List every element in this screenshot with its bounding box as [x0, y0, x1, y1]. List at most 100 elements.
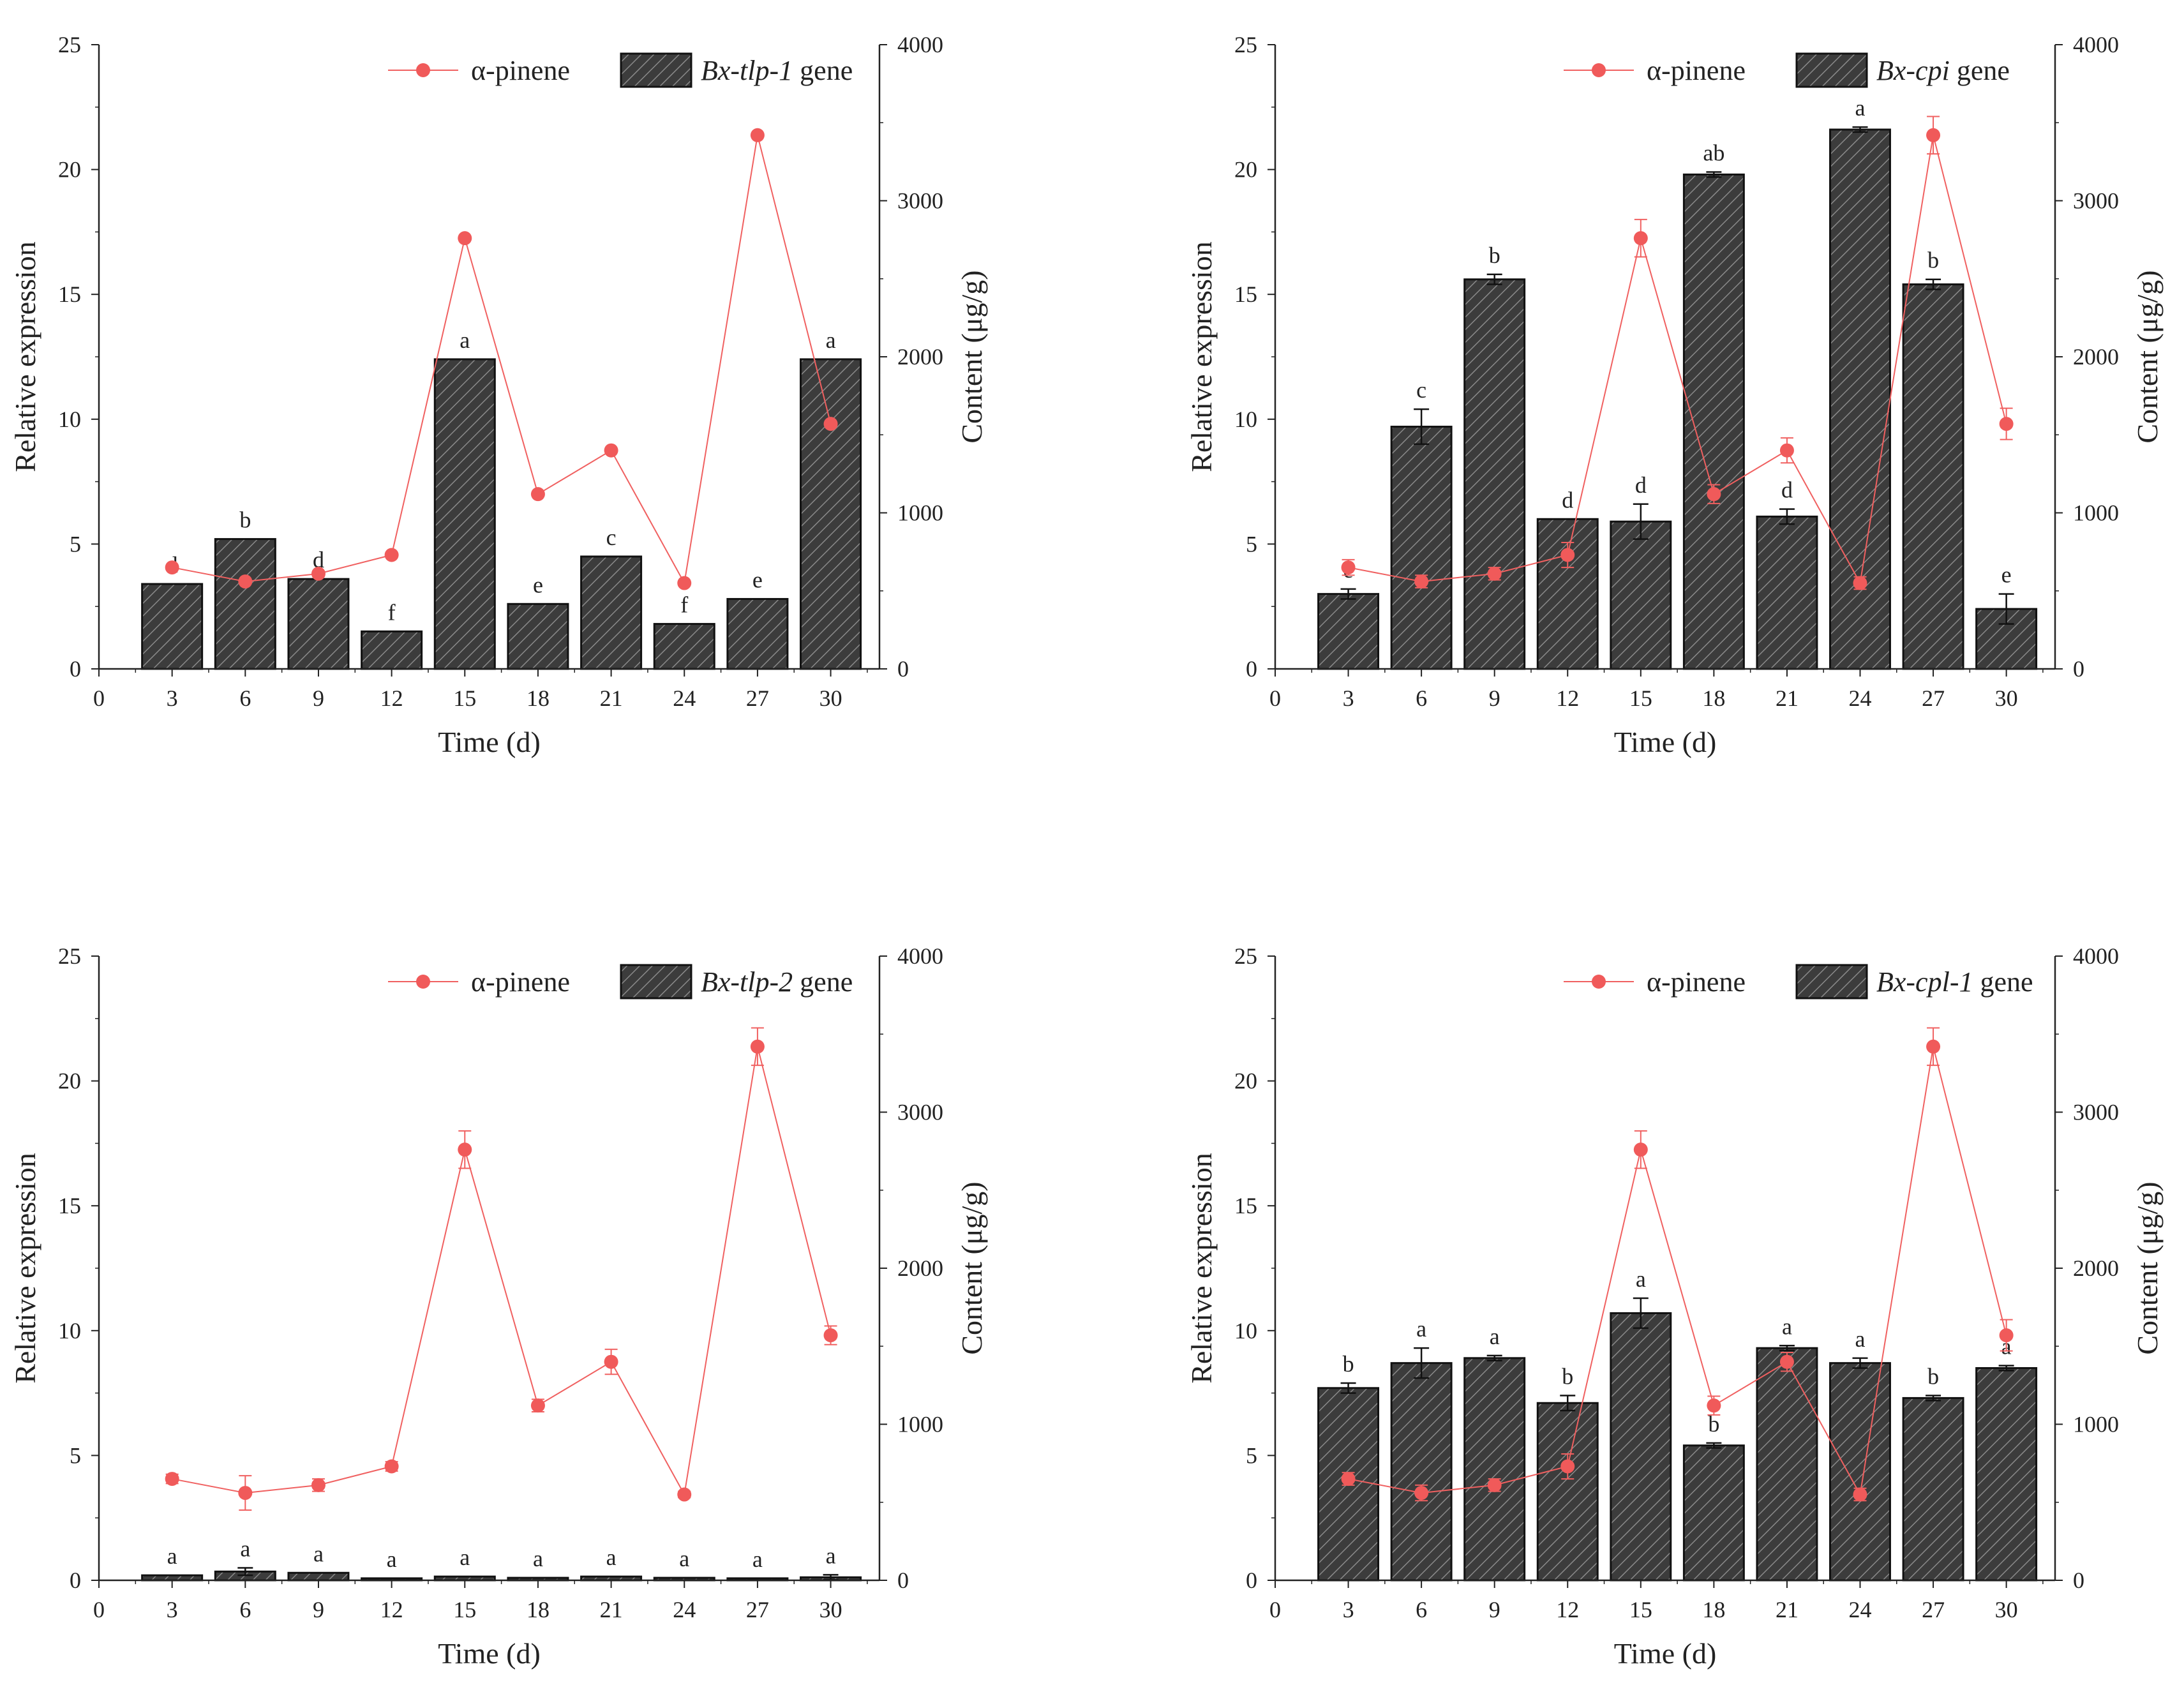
alpha-pinene-point [1707, 1398, 1721, 1413]
legend-gene-suffix: gene [1973, 966, 2033, 998]
y-tick-label: 5 [1246, 1442, 1257, 1468]
legend-line-label: α-pinene [1647, 966, 1746, 998]
alpha-pinene-point [530, 487, 545, 502]
significance-label: c [1416, 377, 1426, 403]
bar [214, 538, 276, 670]
alpha-pinene-point [1926, 1039, 1941, 1054]
x-tick-label: 9 [313, 1597, 324, 1622]
bar [1902, 1396, 1964, 1582]
legend: α-pinene Bx-cpl-1 gene [1564, 964, 2033, 999]
legend: α-pinene Bx-tlp-1 gene [388, 52, 853, 88]
significance-label: a [387, 1546, 397, 1572]
y2-tick-label: 2000 [2073, 1255, 2119, 1281]
bar [1317, 593, 1380, 670]
alpha-pinene-point [1560, 548, 1575, 562]
alpha-pinene-point [384, 548, 399, 562]
y2-tick-label: 1000 [2073, 1412, 2119, 1437]
alpha-pinene-point [750, 128, 765, 142]
y2-tick-label: 4000 [897, 32, 943, 57]
y-tick-label: 5 [70, 1442, 81, 1468]
legend-gene-suffix: gene [1950, 55, 2010, 86]
chart-panel-top-left: dbdfaecfea036912151821242730051015202501… [9, 32, 988, 758]
y2-axis-title: Content (μg/g) [955, 270, 988, 443]
bar [1390, 1362, 1453, 1582]
significance-label: f [388, 599, 396, 625]
y2-tick-label: 1000 [897, 1412, 943, 1437]
legend-bar-swatch [1795, 52, 1868, 88]
y-axis-title: Relative expression [9, 1153, 41, 1384]
y2-tick-label: 3000 [897, 188, 943, 214]
alpha-pinene-point [677, 1487, 692, 1502]
bar [507, 603, 569, 670]
significance-label: a [1490, 1324, 1500, 1349]
alpha-pinene-point [1487, 566, 1502, 581]
x-tick-label: 3 [167, 685, 178, 711]
alpha-pinene-point [165, 560, 179, 575]
legend-gene-name: Bx-tlp-2 [701, 966, 793, 998]
alpha-pinene-point [1779, 1354, 1794, 1369]
x-tick-label: 6 [1416, 685, 1427, 711]
y2-tick-label: 4000 [2073, 32, 2119, 57]
alpha-pinene-point [677, 576, 692, 590]
y2-tick-label: 4000 [897, 943, 943, 969]
alpha-pinene-point [311, 566, 325, 581]
significance-label: b [1927, 1364, 1939, 1389]
y-tick-label: 25 [1234, 32, 1257, 57]
alpha-pinene-point [1779, 443, 1794, 458]
alpha-pinene-line [172, 135, 832, 585]
y2-tick-label: 0 [897, 1568, 909, 1593]
x-tick-label: 9 [1489, 1597, 1500, 1622]
x-tick-label: 24 [673, 685, 696, 711]
bar [1610, 520, 1672, 670]
x-tick-label: 3 [1343, 685, 1354, 711]
y-tick-label: 20 [58, 157, 81, 183]
alpha-pinene-point [458, 1142, 472, 1157]
y-tick-label: 20 [1234, 1068, 1257, 1094]
x-tick-label: 12 [1556, 685, 1579, 711]
bar [1756, 1347, 1818, 1582]
alpha-pinene-point [384, 1459, 399, 1474]
x-axis-title: Time (d) [1614, 1637, 1717, 1670]
alpha-pinene-point [1999, 1328, 2014, 1343]
bar [1390, 426, 1453, 670]
bar [141, 583, 204, 670]
bar [1682, 173, 1745, 670]
y-axis-title: Relative expression [1185, 1153, 1218, 1384]
significance-label: b [239, 507, 251, 533]
chart-panel-bottom-right: baababaaba036912151821242730051015202501… [1185, 943, 2164, 1670]
significance-label: a [1636, 1266, 1646, 1292]
y-tick-label: 0 [70, 1568, 81, 1593]
significance-label: d [1562, 487, 1573, 513]
legend-bar-label: Bx-cpl-1 gene [1876, 966, 2033, 998]
alpha-pinene-point [1487, 1478, 1502, 1492]
y2-tick-label: 3000 [2073, 1100, 2119, 1125]
x-tick-label: 21 [1776, 685, 1799, 711]
x-tick-label: 30 [1995, 685, 2018, 711]
y-tick-label: 15 [58, 281, 81, 307]
y2-tick-label: 2000 [897, 1255, 943, 1281]
x-tick-label: 27 [1922, 685, 1945, 711]
x-tick-label: 0 [93, 1597, 105, 1622]
significance-label: a [1855, 95, 1866, 121]
y-tick-label: 20 [58, 1068, 81, 1094]
x-tick-label: 15 [1629, 1597, 1652, 1622]
significance-label: a [460, 1545, 470, 1570]
x-tick-label: 15 [1629, 685, 1652, 711]
x-tick-label: 24 [1849, 1597, 1872, 1622]
significance-label: a [826, 1543, 836, 1568]
y-tick-label: 5 [70, 531, 81, 557]
alpha-pinene-point [1853, 576, 1867, 590]
legend-marker-swatch [1592, 63, 1606, 77]
alpha-pinene-point [530, 1398, 545, 1413]
alpha-pinene-point [458, 231, 472, 246]
alpha-pinene-point [1341, 1472, 1356, 1486]
x-tick-label: 24 [1849, 685, 1872, 711]
x-tick-label: 3 [1343, 1597, 1354, 1622]
y-axis-title: Relative expression [9, 241, 41, 472]
y-tick-label: 10 [58, 1318, 81, 1344]
y2-axis-title: Content (μg/g) [2131, 1181, 2164, 1354]
x-tick-label: 0 [1269, 685, 1281, 711]
alpha-pinene-point [1633, 231, 1648, 246]
y2-axis-title: Content (μg/g) [2131, 270, 2164, 443]
